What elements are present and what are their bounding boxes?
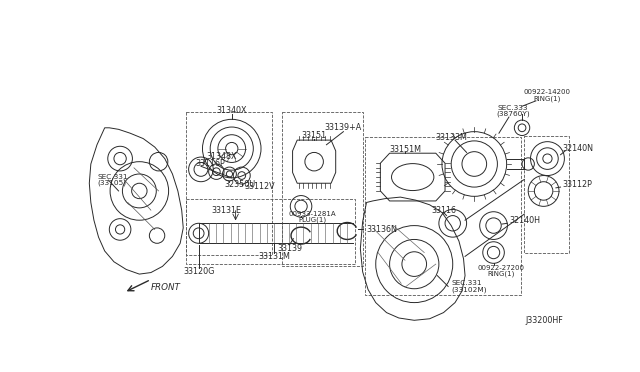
Text: 33139+A: 33139+A [324, 123, 362, 132]
Text: (33102M): (33102M) [451, 286, 487, 293]
Text: 32140N: 32140N [563, 144, 594, 153]
Text: 31348X: 31348X [206, 152, 237, 161]
Text: 33131E: 33131E [211, 206, 241, 215]
Text: 00922-14200: 00922-14200 [524, 89, 571, 95]
Text: FRONT: FRONT [151, 283, 180, 292]
Text: 33131M: 33131M [258, 252, 290, 261]
Text: 33112V: 33112V [245, 182, 275, 191]
Text: 00933-1281A: 00933-1281A [289, 211, 337, 217]
Text: PLUG(1): PLUG(1) [298, 217, 326, 224]
Text: 33139: 33139 [277, 244, 302, 253]
Text: (33105): (33105) [97, 180, 126, 186]
Text: 33136N: 33136N [367, 225, 397, 234]
Text: RING(1): RING(1) [488, 271, 515, 278]
Text: SEC.331: SEC.331 [97, 174, 127, 180]
Bar [282, 112, 363, 266]
Bar [186, 199, 355, 264]
Text: J33200HF: J33200HF [525, 316, 563, 325]
Text: 31340X: 31340X [216, 106, 247, 115]
Bar [524, 135, 569, 253]
Bar [365, 137, 520, 295]
Text: 33151M: 33151M [389, 145, 421, 154]
Text: 33133M: 33133M [435, 132, 467, 141]
Text: SEC.331: SEC.331 [451, 280, 482, 286]
Text: 32350U: 32350U [224, 180, 255, 189]
Bar [186, 112, 272, 255]
Text: 33112P: 33112P [563, 180, 593, 189]
Text: 33151: 33151 [301, 131, 326, 140]
Text: 32140H: 32140H [509, 216, 540, 225]
Text: 00922-27200: 00922-27200 [477, 265, 525, 271]
Text: SEC.333: SEC.333 [497, 105, 528, 111]
Text: 33120G: 33120G [183, 267, 214, 276]
Text: (38760Y): (38760Y) [496, 111, 530, 117]
Text: RING(1): RING(1) [534, 95, 561, 102]
Text: 33116: 33116 [431, 206, 456, 215]
Text: 33116P: 33116P [196, 160, 225, 169]
